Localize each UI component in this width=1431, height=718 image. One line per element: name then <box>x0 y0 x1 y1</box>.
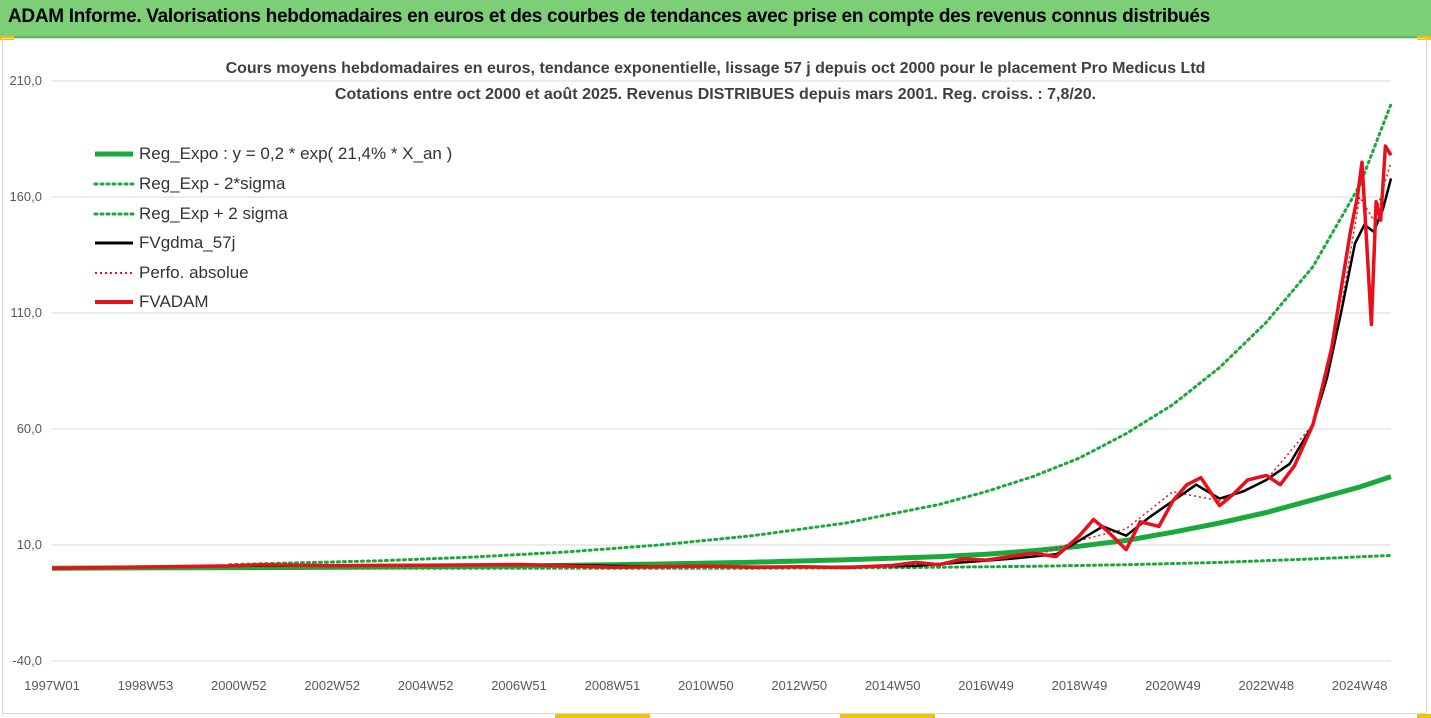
x-axis-ticks: 1997W01 1998W53 2000W52 2002W52 2004W52 2006W… <box>24 678 1387 693</box>
x-tick-label: 2020W49 <box>1145 678 1201 693</box>
legend-label-perfo: Perfo. absolue <box>139 263 249 282</box>
series-fvgdma <box>51 178 1393 570</box>
legend-swatch-reg-minus <box>93 182 135 186</box>
legend-label-fvgdma: FVgdma_57j <box>139 233 236 252</box>
series-fvadam <box>51 144 1393 570</box>
corner-accent-bottom-1 <box>555 714 650 718</box>
banner-title: ADAM Informe. Valorisations hebdomadaire… <box>8 6 1210 27</box>
x-tick-label: 2002W52 <box>304 678 360 693</box>
legend-swatch-perfo <box>95 272 133 274</box>
legend-label-fvadam: FVADAM <box>139 292 209 311</box>
y-tick-label: 60,0 <box>17 421 42 436</box>
x-tick-label: 1998W53 <box>118 678 174 693</box>
chart-title-line-1: Cours moyens hebdomadaires en euros, ten… <box>225 60 1206 77</box>
x-tick-label: 2008W51 <box>585 678 641 693</box>
chart-title-line-2: Cotations entre oct 2000 et août 2025. R… <box>334 86 1097 103</box>
x-tick-label: 2000W52 <box>211 678 267 693</box>
corner-accent-bottom-2 <box>840 714 935 718</box>
x-tick-label: 2022W48 <box>1238 678 1294 693</box>
banner: ADAM Informe. Valorisations hebdomadaire… <box>0 0 1431 38</box>
legend-label-reg-expo: Reg_Expo : y = 0,2 * exp( 21,4% * X_an ) <box>139 144 453 163</box>
series-reg-plus <box>228 102 1393 567</box>
y-tick-label: 160,0 <box>9 189 42 204</box>
y-axis-ticks: 210,0 160,0 110,0 60,0 10,0 -40,0 <box>9 73 42 668</box>
y-tick-label: 10,0 <box>17 537 42 552</box>
y-tick-label: -40,0 <box>12 653 42 668</box>
x-tick-label: 2012W50 <box>771 678 827 693</box>
legend-swatch-reg-plus <box>93 212 135 216</box>
x-tick-label: 2016W49 <box>958 678 1014 693</box>
x-tick-label: 2014W50 <box>865 678 921 693</box>
series-layer <box>51 102 1393 571</box>
legend-swatch-fvgdma <box>95 241 133 245</box>
x-tick-label: 1997W01 <box>24 678 80 693</box>
y-tick-label: 110,0 <box>10 305 42 320</box>
chart-frame <box>2 38 1427 714</box>
x-tick-label: 2018W49 <box>1052 678 1108 693</box>
x-tick-label: 2010W50 <box>678 678 734 693</box>
y-tick-label: 210,0 <box>9 73 42 88</box>
corner-accent-bottom-right <box>1417 714 1431 718</box>
x-tick-label: 2006W51 <box>491 678 547 693</box>
legend-swatch-reg-expo <box>95 151 133 157</box>
x-tick-label: 2024W48 <box>1332 678 1388 693</box>
grid-layer <box>52 80 1391 662</box>
legend-label-reg-plus: Reg_Exp + 2 sigma <box>139 204 288 223</box>
legend-label-reg-minus: Reg_Exp - 2*sigma <box>139 174 286 193</box>
x-tick-label: 2004W52 <box>398 678 454 693</box>
legend-swatch-fvadam <box>95 300 133 304</box>
